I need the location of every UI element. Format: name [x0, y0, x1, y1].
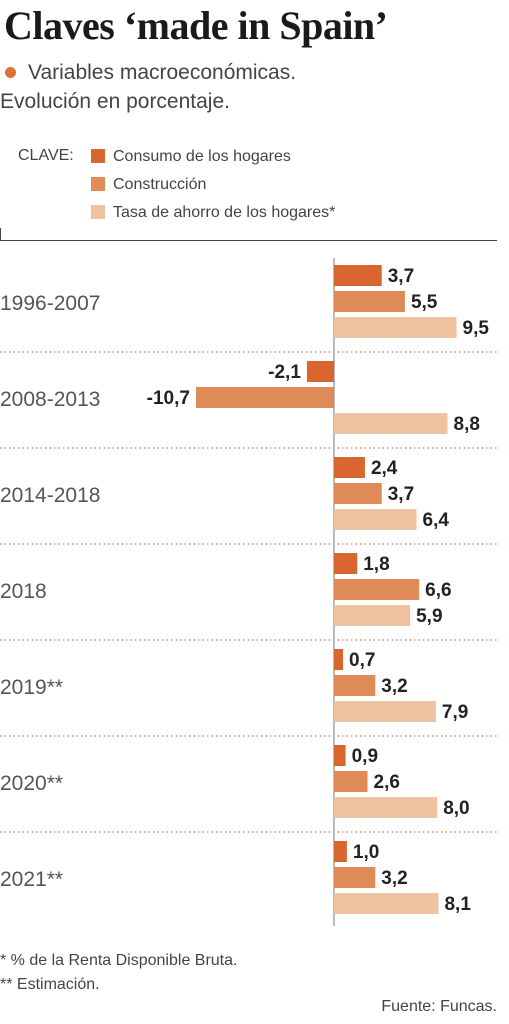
bar-construccion-0	[334, 291, 405, 312]
subtitle-line-1: Variables macroeconómicas.	[28, 61, 297, 84]
data-label-consumo-1: -2,1	[268, 362, 301, 383]
bar-construccion-3	[334, 579, 420, 600]
bar-consumo-5	[334, 745, 346, 766]
data-label-construccion-0: 5,5	[411, 292, 438, 313]
legend-text-construccion: Construcción	[113, 176, 207, 193]
data-label-consumo-2: 2,4	[371, 458, 398, 479]
data-label-consumo-0: 3,7	[388, 266, 414, 287]
data-label-construccion-4: 3,2	[381, 676, 407, 697]
data-label-consumo-4: 0,7	[349, 650, 375, 671]
category-label-4: 2019**	[0, 676, 63, 699]
data-label-ahorro-1: 8,8	[454, 414, 480, 435]
category-label-2: 2014-2018	[0, 484, 100, 507]
legend-text-ahorro: Tasa de ahorro de los hogares*	[113, 204, 336, 221]
legend-item-ahorro: Tasa de ahorro de los hogares*	[91, 202, 335, 224]
data-label-ahorro-3: 5,9	[416, 606, 442, 627]
legend-label: CLAVE:	[18, 147, 74, 164]
bar-construccion-4	[334, 675, 376, 696]
legend-swatch-consumo	[91, 149, 105, 163]
footnote-renta: * % de la Renta Disponible Bruta.	[0, 952, 238, 969]
legend-item-consumo: Consumo de los hogares	[91, 146, 291, 168]
data-label-ahorro-4: 7,9	[442, 702, 468, 723]
category-label-0: 1996-2007	[0, 292, 100, 315]
data-label-consumo-6: 1,0	[353, 842, 379, 863]
bar-consumo-3	[334, 553, 358, 574]
source-credit: Fuente: Funcas.	[381, 998, 497, 1015]
bar-consumo-6	[334, 841, 347, 862]
data-label-construccion-6: 3,2	[381, 868, 407, 889]
bullet-dot-icon	[5, 66, 16, 78]
category-label-5: 2020**	[0, 772, 63, 795]
bar-ahorro-4	[334, 701, 436, 722]
legend-swatch-construccion	[91, 177, 105, 191]
data-label-construccion-3: 6,6	[425, 580, 451, 601]
bar-ahorro-3	[334, 605, 411, 626]
footnotes: * % de la Renta Disponible Bruta. ** Est…	[0, 949, 237, 997]
bar-ahorro-6	[334, 893, 439, 914]
data-label-ahorro-0: 9,5	[463, 318, 490, 339]
legend-text-consumo: Consumo de los hogares	[113, 148, 291, 165]
bar-consumo-1	[306, 361, 334, 382]
category-label-6: 2021**	[0, 868, 63, 891]
data-label-construccion-1: -10,7	[147, 388, 190, 409]
category-label-1: 2008-2013	[0, 388, 100, 411]
bar-ahorro-0	[334, 317, 457, 338]
data-label-ahorro-6: 8,1	[444, 894, 471, 915]
bar-ahorro-5	[334, 797, 438, 818]
data-label-construccion-2: 3,7	[388, 484, 414, 505]
subtitle-line-2: Evolución en porcentaje.	[0, 90, 230, 113]
bar-construccion-6	[334, 867, 376, 888]
bar-construccion-2	[334, 483, 382, 504]
legend-divider	[0, 228, 497, 241]
chart-subtitle: Variables macroeconómicas. Evolución en …	[0, 58, 500, 116]
bar-ahorro-1	[334, 413, 448, 434]
data-label-consumo-3: 1,8	[363, 554, 389, 575]
bar-construccion-5	[334, 771, 368, 792]
footnote-estimacion: ** Estimación.	[0, 976, 100, 993]
bar-consumo-4	[334, 649, 344, 670]
data-label-ahorro-2: 6,4	[423, 510, 450, 531]
bar-consumo-0	[334, 265, 382, 286]
data-label-construccion-5: 2,6	[374, 772, 400, 793]
bar-consumo-2	[334, 457, 365, 478]
category-label-3: 2018	[0, 580, 47, 603]
bar-construccion-1	[195, 387, 334, 408]
chart-title: Claves ‘made in Spain’	[4, 3, 388, 48]
data-label-consumo-5: 0,9	[352, 746, 378, 767]
data-label-ahorro-5: 8,0	[443, 798, 469, 819]
bar-chart: 1996-2007 3,7 5,5 9,5 2008-2013 -2,1 -10,7 8,8 2…	[0, 258, 497, 926]
bar-ahorro-2	[334, 509, 417, 530]
legend-item-construccion: Construcción	[91, 174, 206, 196]
legend-swatch-ahorro	[91, 205, 105, 219]
